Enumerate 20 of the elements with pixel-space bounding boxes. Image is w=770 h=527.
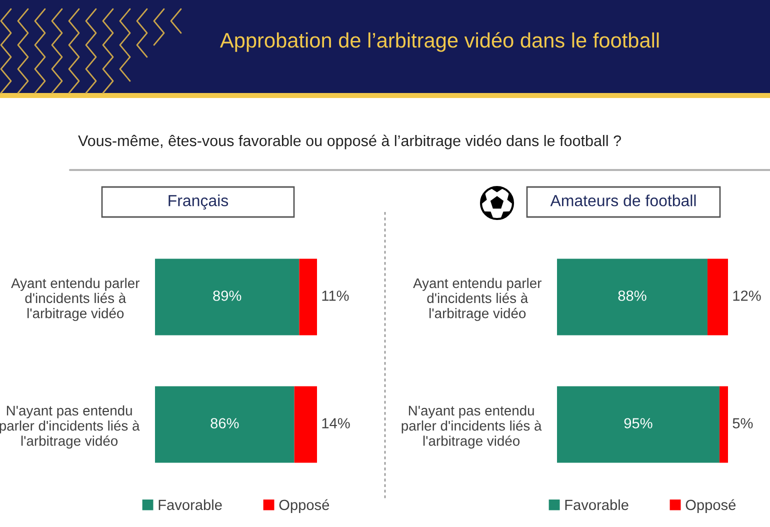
data-label: 89%: [213, 290, 242, 301]
legend-label: Favorable: [565, 499, 628, 510]
data-label: 11%: [322, 290, 349, 301]
legend-label: Opposé: [279, 499, 330, 513]
data-label: 5%: [732, 418, 753, 428]
text: Vous-même, êtes-vous favorable ou opposé à l’arbitrage vidéo dans le football ?: [78, 134, 621, 150]
y-tick-label: N'ayant pas entendu parler d'incidents liés à l'arbitrage vidéo: [402, 405, 542, 449]
chart-title: Amateurs de football: [550, 194, 696, 206]
y-tick-label: Ayant entendu parler d'incidents liés à l'arbitrage vidéo: [413, 278, 542, 321]
data-label: 86%: [210, 418, 239, 428]
legend-label: Favorable: [158, 499, 222, 510]
data-label: 12%: [733, 290, 761, 301]
legend-label: Opposé: [686, 499, 736, 513]
data-label: 88%: [618, 290, 646, 301]
chart-title: Français: [168, 194, 228, 210]
data-label: 95%: [624, 418, 652, 428]
text: Approbation de l’arbitrage vidéo dans le football: [220, 32, 659, 52]
data-label: 14%: [322, 418, 350, 428]
y-tick-label: Ayant entendu parler d'incidents liés à l'arbitrage vidéo: [11, 278, 140, 321]
y-tick-label: N'ayant pas entendu parler d'incidents liés à l'arbitrage vidéo: [0, 405, 140, 449]
